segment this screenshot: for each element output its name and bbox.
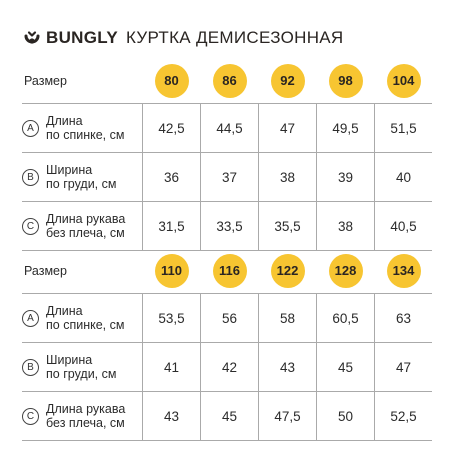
row-label-line: по спинке, см	[46, 318, 125, 332]
table-cell: 35,5	[258, 201, 317, 251]
size-label: Размер	[24, 73, 67, 88]
row-label-line: Ширина	[46, 353, 93, 367]
size-badge: 110	[154, 253, 189, 288]
table-cell: 44,5	[200, 103, 259, 153]
table-cell: 37	[200, 152, 259, 202]
table-cell: 36	[142, 152, 201, 202]
table-cell: 49,5	[316, 103, 375, 153]
table-cell: 40,5	[374, 201, 432, 251]
table-cell: 42	[200, 342, 259, 392]
table-cell: 38	[258, 152, 317, 202]
table-cell: 33,5	[200, 201, 259, 251]
table-cell: 50	[316, 391, 375, 441]
size-badge: 86	[212, 63, 247, 98]
table-cell: 43	[258, 342, 317, 392]
marker-c-icon: C	[22, 407, 39, 425]
row-label-line: без плеча, см	[46, 416, 125, 430]
row-label-line: по груди, см	[46, 177, 117, 191]
marker-a-icon: A	[22, 309, 39, 327]
size-badge: 80	[154, 63, 189, 98]
table-row: B Ширина по груди, см 36 37 38 39 40	[22, 152, 432, 202]
row-label-line: по спинке, см	[46, 128, 125, 142]
page-title: КУРТКА ДЕМИСЕЗОННАЯ	[126, 28, 344, 47]
table-cell: 31,5	[142, 201, 201, 251]
row-label-line: по груди, см	[46, 367, 117, 381]
row-label-line: без плеча, см	[46, 226, 125, 240]
table-cell: 51,5	[374, 103, 432, 153]
row-label-line: Длина	[46, 114, 83, 128]
size-badge: 92	[270, 63, 305, 98]
size-header-row: Размер 110 116 122 128 134	[22, 248, 432, 294]
size-badge: 104	[386, 63, 421, 98]
table-row: B Ширина по груди, см 41 42 43 45 47	[22, 342, 432, 392]
marker-c-icon: C	[22, 217, 39, 235]
table-cell: 63	[374, 293, 432, 343]
table-cell: 47,5	[258, 391, 317, 441]
table-cell: 39	[316, 152, 375, 202]
table-row: A Длина по спинке, см 42,5 44,5 47 49,5 5…	[22, 103, 432, 153]
table-cell: 58	[258, 293, 317, 343]
row-label-line: Длина рукава	[46, 212, 126, 226]
table-cell: 41	[142, 342, 201, 392]
header: BUNGLY КУРТКА ДЕМИСЕЗОННАЯ	[24, 26, 344, 50]
table-cell: 45	[200, 391, 259, 441]
size-table-1: Размер 80 86 92 98 104 A Длина по спинке,…	[22, 58, 432, 251]
table-cell: 43	[142, 391, 201, 441]
marker-b-icon: B	[22, 168, 39, 186]
table-row: C Длина рукава без плеча, см 31,5 33,5 35…	[22, 201, 432, 251]
size-badge: 134	[386, 253, 421, 288]
table-cell: 47	[374, 342, 432, 392]
brand-name: BUNGLY	[46, 28, 119, 47]
table-cell: 40	[374, 152, 432, 202]
table-row: A Длина по спинке, см 53,5 56 58 60,5 63	[22, 293, 432, 343]
table-cell: 53,5	[142, 293, 201, 343]
size-badge: 98	[328, 63, 363, 98]
size-badge: 116	[212, 253, 247, 288]
table-cell: 52,5	[374, 391, 432, 441]
marker-a-icon: A	[22, 119, 39, 137]
row-label-line: Длина рукава	[46, 402, 126, 416]
table-cell: 42,5	[142, 103, 201, 153]
marker-b-icon: B	[22, 358, 39, 376]
size-header-row: Размер 80 86 92 98 104	[22, 58, 432, 104]
size-badge: 128	[328, 253, 363, 288]
size-label: Размер	[24, 263, 67, 278]
table-cell: 47	[258, 103, 317, 153]
table-cell: 38	[316, 201, 375, 251]
row-label-line: Ширина	[46, 163, 93, 177]
table-cell: 45	[316, 342, 375, 392]
row-label-line: Длина	[46, 304, 83, 318]
table-cell: 56	[200, 293, 259, 343]
table-cell: 60,5	[316, 293, 375, 343]
size-badge: 122	[270, 253, 305, 288]
table-row: C Длина рукава без плеча, см 43 45 47,5 5…	[22, 391, 432, 441]
bungly-logo-icon	[24, 31, 40, 44]
size-table-2: Размер 110 116 122 128 134 A Длина по спи…	[22, 248, 432, 441]
